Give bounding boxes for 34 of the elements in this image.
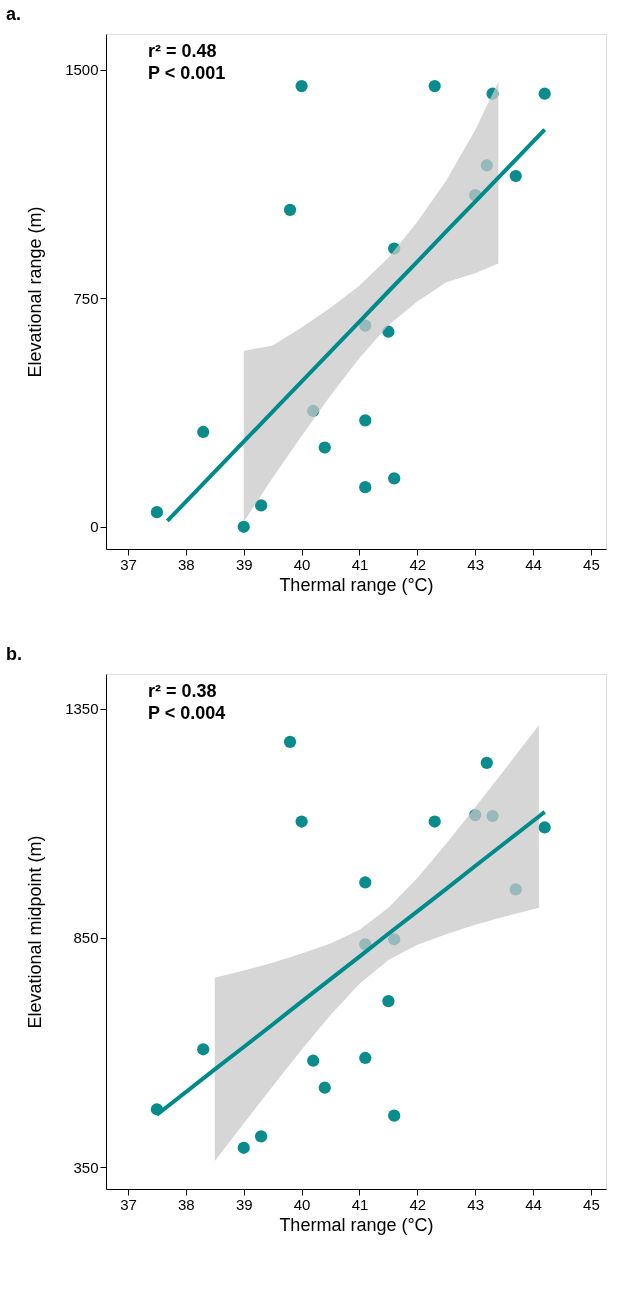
annotation: P < 0.001 (148, 63, 226, 83)
x-tick-label: 44 (525, 1195, 542, 1213)
x-tick-label: 39 (235, 1195, 253, 1213)
x-tick-label: 45 (583, 1195, 600, 1213)
annotation: r² = 0.38 (148, 681, 217, 701)
y-tick-label: 1500 (65, 61, 99, 79)
x-tick-label: 45 (583, 555, 600, 573)
x-tick-label: 40 (293, 1195, 311, 1213)
y-tick-label: 750 (73, 289, 99, 307)
x-tick-label: 38 (178, 555, 195, 573)
x-tick-label: 37 (120, 1195, 137, 1213)
x-tick-label: 40 (293, 555, 311, 573)
x-tick-label: 41 (351, 555, 369, 573)
x-tick-label: 37 (120, 555, 137, 573)
y-tick-label: 0 (90, 518, 99, 536)
x-tick-label: 41 (351, 1195, 369, 1213)
x-axis-title: Thermal range (°C) (279, 574, 434, 595)
y-tick-label: 1350 (65, 700, 99, 718)
x-tick-label: 43 (467, 555, 485, 573)
x-tick-label: 42 (409, 1195, 427, 1213)
annotation: r² = 0.48 (148, 41, 217, 61)
chart-title: a. (6, 4, 22, 24)
chart-title: b. (6, 644, 22, 664)
y-tick-label: 850 (73, 929, 99, 947)
x-tick-label: 42 (409, 555, 427, 573)
y-tick-label: 350 (73, 1158, 99, 1176)
x-tick-label: 43 (467, 1195, 485, 1213)
x-axis-title: Thermal range (°C) (279, 1214, 434, 1235)
y-axis-title: Elevational range (m) (25, 206, 46, 378)
y-axis-title: Elevational midpoint (m) (25, 835, 46, 1029)
x-tick-label: 39 (235, 555, 253, 573)
x-tick-label: 44 (525, 555, 542, 573)
x-tick-label: 38 (178, 1195, 195, 1213)
annotation: P < 0.004 (148, 703, 226, 723)
